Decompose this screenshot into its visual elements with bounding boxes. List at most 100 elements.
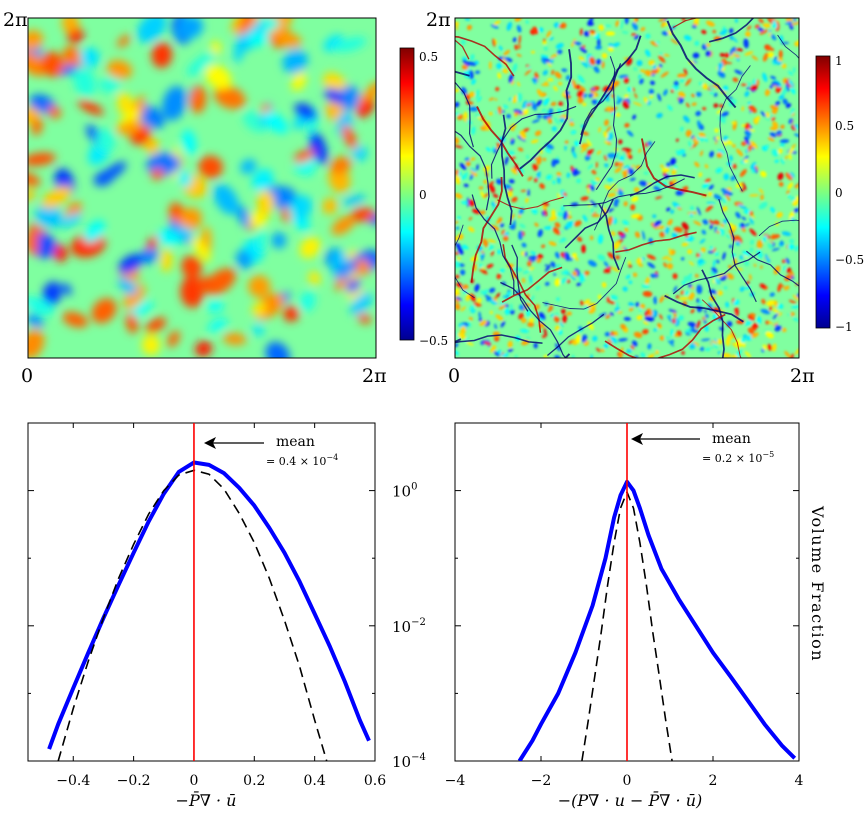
field-blob — [661, 256, 670, 260]
field-blob — [490, 250, 495, 257]
field-blob — [237, 206, 250, 227]
field-blob — [579, 46, 588, 54]
field-blob — [746, 25, 752, 31]
field-blob — [709, 224, 713, 230]
field-blob — [293, 149, 315, 163]
field-blob — [542, 157, 547, 162]
field-blob — [167, 330, 180, 348]
field-blob — [519, 130, 527, 140]
field-blob — [720, 116, 727, 121]
field-blob — [291, 71, 307, 92]
filament — [777, 34, 799, 60]
field-blob — [711, 267, 718, 274]
field-blob — [52, 244, 68, 262]
field-blob — [606, 300, 616, 305]
field-blob — [758, 201, 768, 210]
field-blob — [473, 302, 482, 307]
field-blob — [598, 234, 604, 245]
field-blob — [553, 22, 560, 28]
field-blob — [240, 159, 257, 175]
field-blob — [461, 56, 468, 60]
field-blob — [282, 49, 308, 74]
field-blob — [513, 111, 517, 118]
field-blob — [552, 227, 561, 235]
field-blob — [91, 298, 117, 324]
field-blob — [117, 100, 132, 114]
field-blob — [626, 130, 634, 137]
field-blob — [698, 261, 707, 267]
field-blob — [572, 270, 578, 277]
filament — [542, 257, 627, 310]
field-blob — [655, 349, 660, 355]
field-blob — [691, 135, 695, 139]
field-blob — [621, 30, 629, 35]
field-blob — [716, 273, 725, 278]
field-blob — [73, 67, 96, 97]
field-blob — [681, 280, 686, 285]
field-blob — [631, 196, 639, 202]
field-blob — [528, 66, 531, 69]
field-blob — [455, 144, 463, 149]
y-tick-base: 10 — [392, 618, 411, 636]
field-blob — [642, 320, 649, 326]
field-blob — [467, 26, 472, 31]
filament — [640, 138, 707, 197]
field-blob — [688, 284, 693, 288]
field-blob — [690, 205, 695, 212]
field-blob — [529, 274, 533, 284]
field-blob — [668, 247, 672, 256]
field-blob — [744, 351, 752, 358]
field-blob — [664, 336, 672, 340]
field-blob — [558, 238, 567, 243]
field-blob — [776, 211, 783, 218]
field-blob — [536, 89, 544, 98]
field-blob — [760, 308, 771, 315]
field-blob — [672, 178, 677, 184]
field-blob — [722, 206, 728, 212]
field-blob — [743, 159, 749, 164]
field-blob — [514, 354, 518, 358]
field-blob — [524, 251, 528, 257]
field-blob — [518, 207, 524, 215]
field-blob — [633, 67, 638, 71]
field-blob — [772, 312, 779, 320]
field-blob — [550, 261, 556, 268]
field-blob — [694, 40, 700, 46]
field-blob — [28, 296, 55, 316]
filament — [455, 70, 470, 77]
field-blob — [695, 91, 702, 97]
field-blob — [684, 328, 693, 333]
field-blob — [673, 226, 683, 233]
filament — [455, 39, 470, 60]
field-blob — [477, 96, 482, 103]
field-blob — [672, 318, 676, 324]
field-blob — [634, 92, 638, 99]
field-blob — [704, 309, 707, 313]
field-blob — [764, 89, 770, 97]
field-blob — [482, 289, 489, 295]
field-blob — [612, 335, 618, 344]
field-blob — [739, 286, 745, 292]
field-blob — [564, 252, 570, 261]
field-blob — [783, 265, 787, 271]
field-blob — [577, 96, 584, 104]
field-blob — [529, 255, 537, 262]
x-tick-label: 0.2 — [243, 773, 265, 789]
field-blob — [583, 270, 590, 276]
field-blob — [564, 144, 567, 151]
field-blob — [714, 226, 717, 233]
field-blob — [710, 246, 714, 250]
field-blob — [571, 79, 577, 89]
field-blob — [664, 226, 670, 235]
field-blob — [666, 162, 671, 168]
field-blob — [771, 81, 780, 86]
field-blob — [709, 90, 714, 95]
field-blob — [768, 29, 772, 33]
field-blob — [716, 109, 722, 114]
filament — [563, 353, 571, 358]
field-blob — [792, 317, 799, 322]
field-blob — [518, 230, 523, 241]
field-blob — [702, 219, 709, 225]
field-blob — [544, 281, 550, 286]
field-blob — [541, 56, 548, 65]
